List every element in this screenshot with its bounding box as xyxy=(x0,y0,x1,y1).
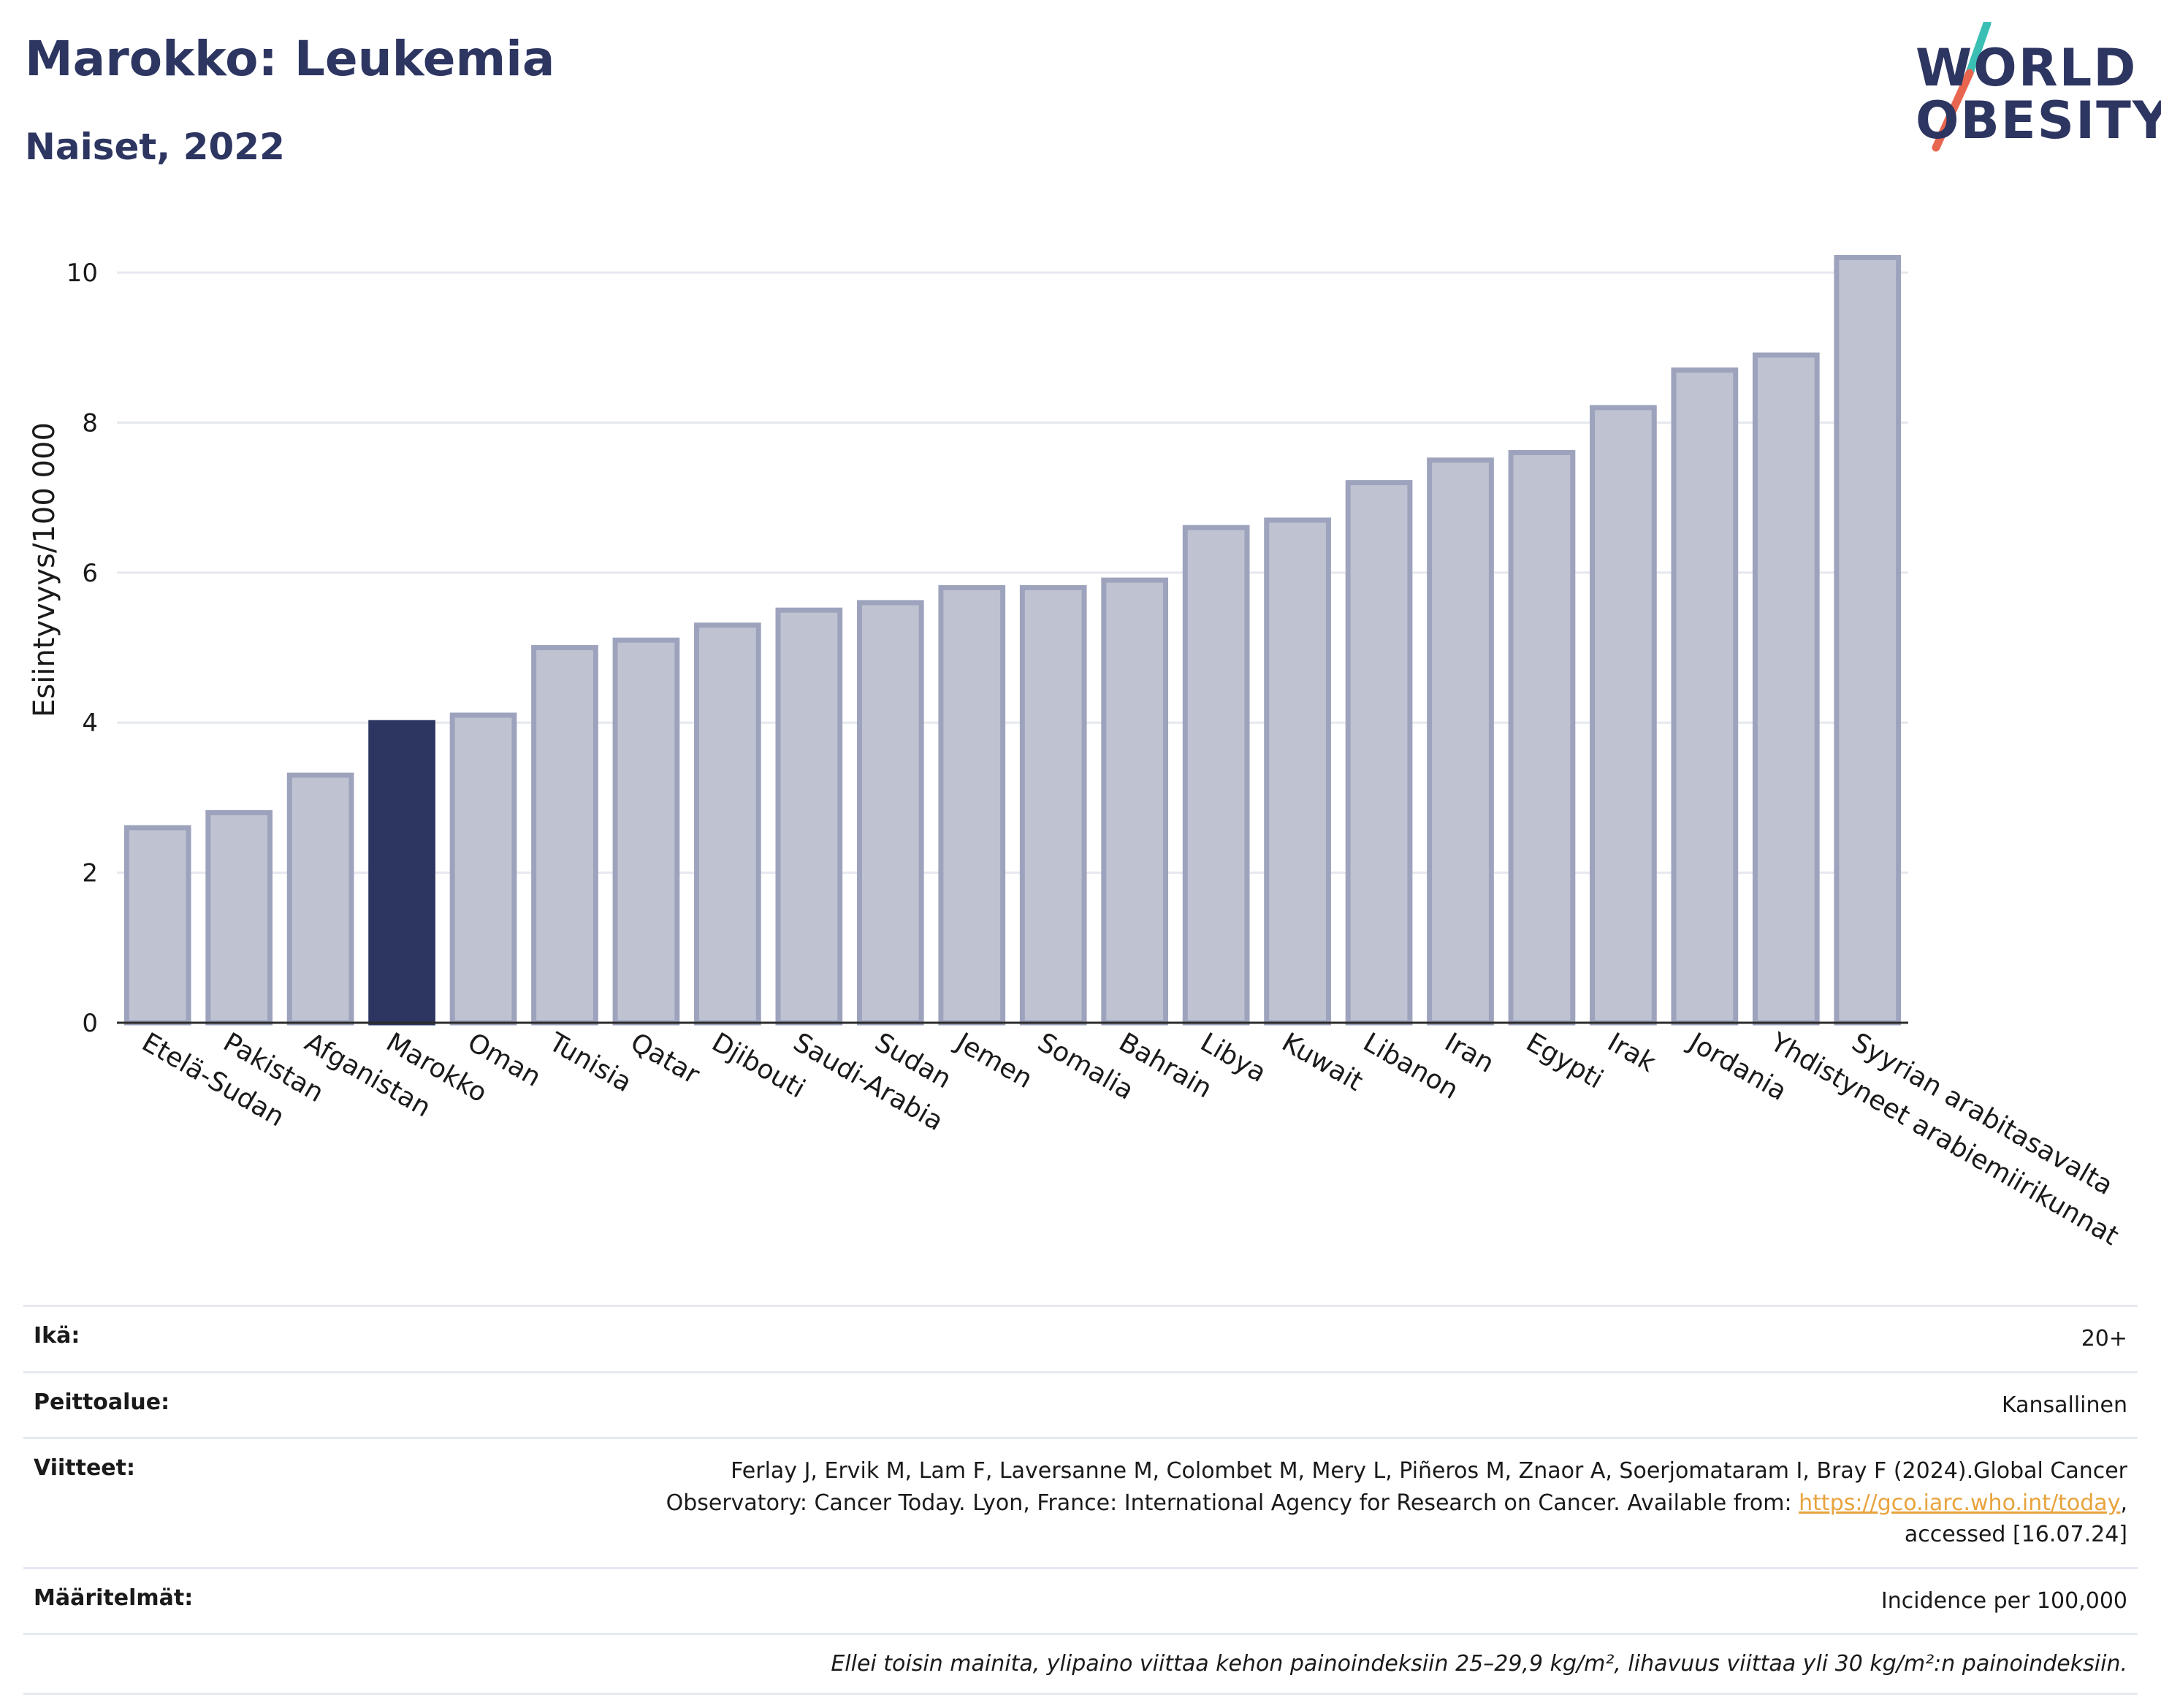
bar-marokko xyxy=(368,720,435,1026)
meta-row-note: Ellei toisin mainita, ylipaino viittaa k… xyxy=(23,1633,2138,1695)
bars xyxy=(123,255,1902,1026)
x-tick-label: Egypti xyxy=(1521,1027,1608,1094)
bar-bahrain xyxy=(1101,577,1169,1026)
meta-age-value: 20+ xyxy=(2081,1326,2127,1351)
meta-row-age: Ikä: 20+ xyxy=(23,1305,2138,1371)
references-line-2: Observatory: Cancer Today. Lyon, France:… xyxy=(666,1490,1799,1516)
meta-row-references: Viitteet: Ferlay J, Ervik M, Lam F, Lave… xyxy=(23,1437,2138,1567)
logo-line-1: WORLD xyxy=(1916,38,2138,98)
x-tick-label: Djibouti xyxy=(706,1027,809,1104)
references-link[interactable]: https://gco.iarc.who.int/today xyxy=(1799,1490,2121,1516)
x-tick-label: Qatar xyxy=(625,1027,704,1090)
y-tick-label: 10 xyxy=(66,259,98,288)
y-tick-label: 2 xyxy=(82,859,98,888)
logo-line-2: OBESITY xyxy=(1916,91,2161,150)
bar-libanon xyxy=(1345,480,1413,1026)
bar-etelä-sudan xyxy=(123,825,191,1026)
meta-definitions-label: Määritelmät: xyxy=(34,1585,194,1611)
x-tick-label: Irak xyxy=(1602,1027,1661,1078)
bar-pakistan xyxy=(205,809,273,1026)
meta-age-label: Ikä: xyxy=(34,1323,80,1349)
references-line-3: accessed [16.07.24] xyxy=(1904,1522,2127,1547)
axes: 0 2 4 6 8 10 xyxy=(66,259,1908,1038)
bar-jordania xyxy=(1671,367,1739,1026)
bar-syyrian-arabitasavalta xyxy=(1834,255,1902,1026)
references-line-1: Ferlay J, Ervik M, Lam F, Laversanne M, … xyxy=(731,1458,2127,1484)
bar-oman xyxy=(449,712,517,1026)
y-tick-label: 8 xyxy=(82,408,98,438)
bar-qatar xyxy=(612,637,680,1026)
meta-row-coverage: Peittoalue: Kansallinen xyxy=(23,1370,2138,1438)
category-labels: Etelä-SudanPakistanAfganistanMarokkoOman… xyxy=(137,1026,2124,1251)
bar-afganistan xyxy=(286,772,354,1026)
chart-title: Marokko: Leukemia xyxy=(25,31,555,87)
chart-subtitle: Naiset, 2022 xyxy=(25,126,285,168)
bar-somalia xyxy=(1019,584,1087,1026)
bar-libya xyxy=(1182,525,1250,1026)
bar-kuwait xyxy=(1264,517,1331,1026)
meta-coverage-value: Kansallinen xyxy=(2001,1392,2127,1418)
meta-row-definitions: Määritelmät: Incidence per 100,000 xyxy=(23,1566,2138,1633)
logo-slash-icon xyxy=(1932,22,1992,152)
meta-references-value: Ferlay J, Ervik M, Lam F, Laversanne M, … xyxy=(666,1458,2127,1547)
meta-references-label: Viitteet: xyxy=(34,1455,135,1481)
metadata-table: Ikä: 20+ Peittoalue: Kansallinen Viittee… xyxy=(23,1305,2138,1695)
bar-irak xyxy=(1590,405,1657,1026)
x-tick-label: Kuwait xyxy=(1277,1027,1368,1097)
bar-djibouti xyxy=(694,622,761,1026)
y-axis-title: Esiintyvyys/100 000 xyxy=(28,422,61,717)
y-tick-label: 6 xyxy=(82,559,98,588)
world-obesity-logo: WORLD OBESITY xyxy=(1899,22,2161,153)
y-tick-label: 4 xyxy=(82,709,98,738)
bar-saudi-arabia xyxy=(775,607,843,1026)
bar-yhdistyneet-arabiemiirikunnat xyxy=(1752,352,1820,1026)
meta-note: Ellei toisin mainita, ylipaino viittaa k… xyxy=(831,1651,2127,1677)
bar-tunisia xyxy=(531,645,598,1026)
meta-definitions-value: Incidence per 100,000 xyxy=(1880,1587,2127,1614)
y-tick-label: 0 xyxy=(82,1009,98,1038)
x-tick-label: Tunisia xyxy=(544,1027,637,1098)
x-tick-label: Jemen xyxy=(950,1026,1037,1094)
meta-coverage-label: Peittoalue: xyxy=(34,1389,170,1415)
x-tick-label: Yhdistyneet arabiemiirikunnat xyxy=(1764,1027,2123,1251)
bar-egypti xyxy=(1508,450,1576,1026)
bar-sudan xyxy=(856,600,924,1026)
bar-chart: 0 2 4 6 8 10 Etelä-SudanPakistanAfganistanMar… xyxy=(28,255,2124,1251)
bar-iran xyxy=(1427,457,1494,1026)
bar-jemen xyxy=(938,584,1006,1026)
